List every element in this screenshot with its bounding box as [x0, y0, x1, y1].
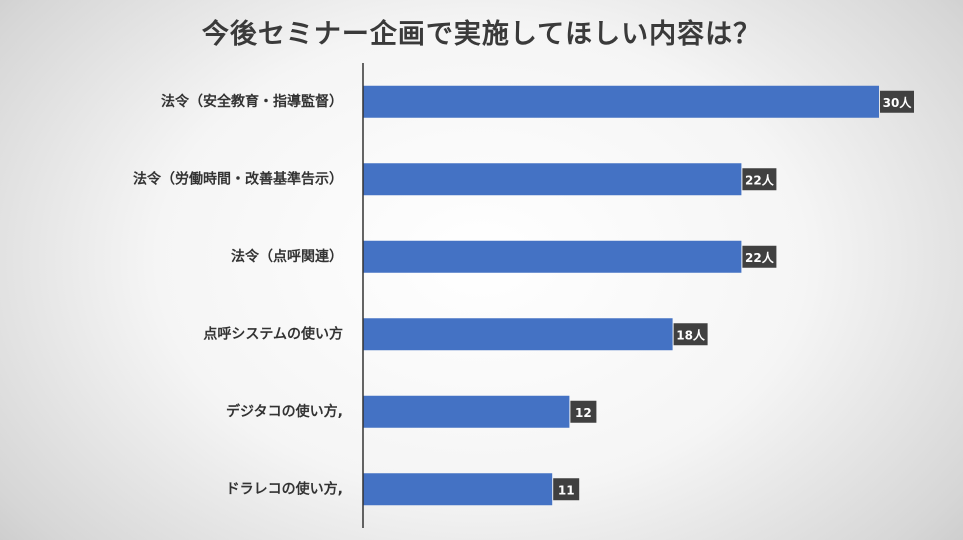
category-label: 点呼システムの使い方 [203, 325, 343, 342]
bar [363, 240, 742, 273]
data-label-box [673, 323, 708, 346]
bar [363, 318, 673, 351]
data-label: 30人 [883, 95, 913, 110]
data-label: 22人 [745, 250, 775, 265]
data-label: 11 [558, 483, 575, 497]
data-label-box [880, 90, 914, 113]
bar [363, 85, 879, 118]
bar [363, 473, 553, 506]
data-label: 22人 [745, 172, 775, 187]
chart-title: 今後セミナー企画で実施してほしい内容は？ [201, 19, 762, 50]
category-label: 法令（安全教育・指導監督） [161, 93, 343, 110]
bar [363, 395, 570, 428]
data-label: 18人 [676, 327, 706, 342]
category-label: 法令（点呼関連） [231, 248, 343, 265]
data-label-box [570, 400, 597, 423]
data-label-box [553, 478, 580, 501]
data-label-box [742, 245, 777, 268]
category-label: 法令（労働時間・改善基準告示） [133, 170, 343, 187]
category-label: デジタコの使い方, [226, 403, 343, 420]
data-label-box [742, 168, 777, 191]
data-label: 12 [575, 406, 592, 420]
category-label: ドラレコの使い方, [226, 480, 343, 497]
bar [363, 163, 742, 196]
